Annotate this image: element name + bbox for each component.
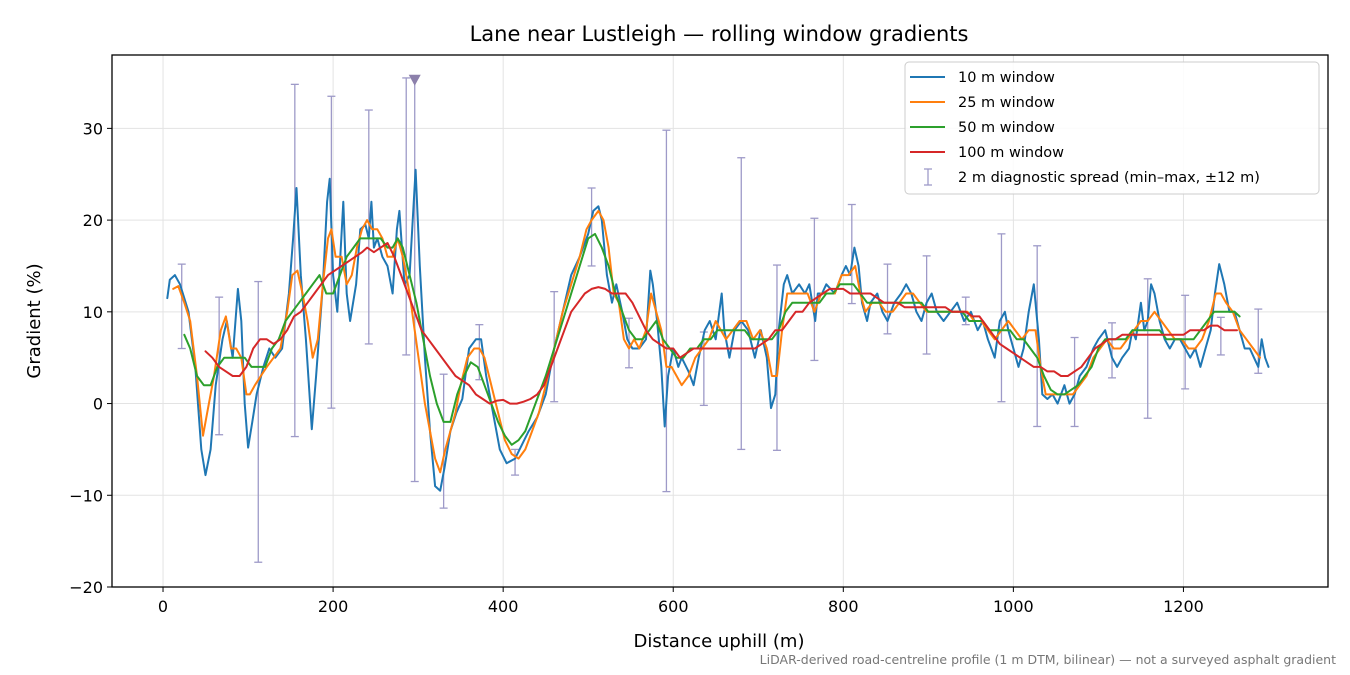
y-tick-label: 20 xyxy=(83,211,103,230)
legend: 10 m window 25 m window 50 m window 100 m w… xyxy=(904,61,1320,195)
footnote: LiDAR-derived road-centreline profile (1… xyxy=(760,652,1336,667)
diagnostic-spread-errorbars xyxy=(177,77,1263,563)
legend-box xyxy=(904,61,1320,195)
x-tick-label: 200 xyxy=(318,597,349,616)
x-tick-label: 800 xyxy=(828,597,859,616)
legend-label: 50 m window xyxy=(958,120,1055,136)
legend-label: 2 m diagnostic spread (min–max, ±12 m) xyxy=(958,170,1260,186)
x-tick-label: 600 xyxy=(658,597,689,616)
series-100m-window-line xyxy=(204,242,1238,405)
x-tick-label: 400 xyxy=(488,597,519,616)
y-tick-label: −10 xyxy=(69,486,103,505)
x-axis-label: Distance uphill (m) xyxy=(634,631,805,652)
y-tick-label: −20 xyxy=(69,578,103,597)
x-axis-ticks: 0 200 400 600 800 1000 1200 xyxy=(158,587,1204,616)
y-axis-ticks: −20 −10 0 10 20 30 xyxy=(69,119,112,597)
y-tick-label: 30 xyxy=(83,119,103,138)
legend-label: 10 m window xyxy=(958,70,1055,86)
y-tick-label: 0 xyxy=(93,395,103,414)
x-tick-label: 0 xyxy=(158,597,168,616)
series-50m-window-line xyxy=(183,232,1241,446)
annotation-markers xyxy=(408,74,421,86)
clipped-value-marker xyxy=(408,74,421,86)
series-lines xyxy=(166,168,1270,492)
legend-label: 25 m window xyxy=(958,95,1055,111)
y-axis-label: Gradient (%) xyxy=(24,263,45,378)
x-tick-label: 1200 xyxy=(1163,597,1204,616)
x-tick-label: 1000 xyxy=(993,597,1034,616)
chart-title: Lane near Lustleigh — rolling window gra… xyxy=(470,22,969,46)
series-10m-window-line xyxy=(166,168,1270,492)
plot-frame xyxy=(111,54,1329,588)
y-tick-label: 10 xyxy=(83,303,103,322)
legend-label: 100 m window xyxy=(958,145,1064,161)
